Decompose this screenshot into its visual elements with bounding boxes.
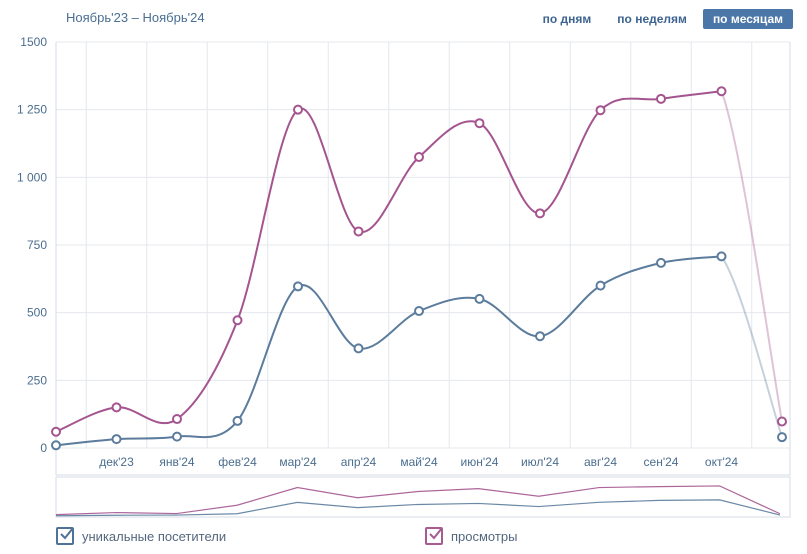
y-tick-label: 500 [27, 306, 47, 320]
checkbox-visitors[interactable] [56, 527, 74, 545]
period-label: Ноябрь'23 – Ноябрь'24 [66, 10, 205, 25]
data-point-visitors [353, 343, 364, 354]
x-tick-label: мар'24 [279, 455, 317, 469]
check-icon [60, 527, 73, 540]
data-point-visitors [777, 432, 787, 443]
data-point-views [353, 226, 364, 237]
data-point-visitors [474, 293, 485, 304]
data-point-views [111, 402, 122, 413]
x-tick-label: окт'24 [705, 455, 739, 469]
series-line-partial-views [720, 90, 783, 422]
data-point-views [293, 104, 303, 115]
data-point-visitors [293, 281, 303, 292]
x-tick-label: авг'24 [584, 455, 617, 469]
data-point-visitors [535, 331, 545, 342]
data-point-visitors [656, 257, 666, 268]
data-point-visitors [414, 306, 424, 317]
y-tick-label: 250 [27, 373, 47, 387]
check-icon [429, 527, 442, 540]
data-point-visitors [716, 251, 727, 262]
tab-by-months[interactable]: по месяцам [702, 9, 793, 29]
y-tick-label: 1 250 [17, 103, 47, 117]
legend-visitors-label: уникальные посетители [82, 528, 227, 544]
y-tick-label: 1 000 [17, 170, 47, 184]
tab-by-weeks[interactable]: по неделям [617, 12, 687, 26]
data-point-visitors [111, 434, 122, 445]
data-point-views [656, 93, 666, 104]
data-point-visitors [172, 431, 182, 442]
x-tick-label: янв'24 [159, 455, 194, 469]
x-tick-label: июн'24 [461, 455, 499, 469]
period-tabs: по дням по неделям по месяцам [533, 9, 793, 29]
data-point-views [716, 86, 727, 97]
data-point-views [414, 152, 424, 163]
data-point-views [474, 118, 485, 129]
x-tick-label: апр'24 [341, 455, 377, 469]
checkbox-views[interactable] [425, 527, 443, 545]
series-line-views [55, 90, 722, 433]
navigator-line-visitors [55, 499, 781, 517]
legend-views-label: просмотры [451, 528, 518, 544]
y-tick-label: 0 [40, 441, 47, 455]
navigator-line-views [55, 485, 781, 516]
legend-visitors[interactable]: уникальные посетители [56, 527, 226, 545]
data-point-visitors [595, 280, 606, 291]
legend-views[interactable]: просмотры [425, 527, 517, 545]
x-tick-label: фев'24 [218, 455, 257, 469]
data-point-views [51, 426, 61, 437]
data-point-visitors [51, 440, 61, 451]
y-tick-label: 1500 [20, 35, 47, 49]
x-tick-label: май'24 [400, 455, 438, 469]
x-tick-label: июл'24 [521, 455, 559, 469]
navigator [55, 476, 791, 518]
data-point-views [535, 208, 545, 219]
data-point-views [777, 416, 787, 427]
x-tick-label: сен'24 [644, 455, 679, 469]
data-point-views [232, 315, 243, 326]
tab-by-days[interactable]: по дням [542, 12, 592, 26]
y-tick-label: 750 [27, 238, 47, 252]
data-point-views [595, 105, 606, 116]
data-point-views [172, 414, 182, 425]
x-tick-label: дек'23 [99, 455, 134, 469]
data-point-visitors [232, 415, 243, 426]
